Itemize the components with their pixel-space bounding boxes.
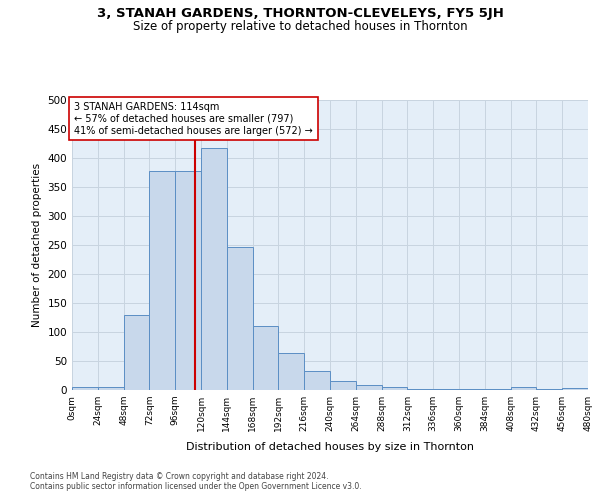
Y-axis label: Number of detached properties: Number of detached properties [32,163,42,327]
Bar [562,388,588,390]
Text: Contains public sector information licensed under the Open Government Licence v3: Contains public sector information licen… [30,482,362,491]
Bar [330,382,356,390]
Bar [149,171,175,390]
Bar [356,386,382,390]
Text: Size of property relative to detached houses in Thornton: Size of property relative to detached ho… [133,20,467,33]
Bar [382,386,407,390]
Bar [201,148,227,390]
Text: Contains HM Land Registry data © Crown copyright and database right 2024.: Contains HM Land Registry data © Crown c… [30,472,329,481]
Text: Distribution of detached houses by size in Thornton: Distribution of detached houses by size … [186,442,474,452]
Bar [278,353,304,390]
Bar [511,387,536,390]
Bar [227,248,253,390]
Bar [98,387,124,390]
Bar [72,387,98,390]
Bar [124,314,149,390]
Text: 3, STANAH GARDENS, THORNTON-CLEVELEYS, FY5 5JH: 3, STANAH GARDENS, THORNTON-CLEVELEYS, F… [97,8,503,20]
Bar [253,326,278,390]
Bar [175,171,201,390]
Bar [304,372,330,390]
Text: 3 STANAH GARDENS: 114sqm
← 57% of detached houses are smaller (797)
41% of semi-: 3 STANAH GARDENS: 114sqm ← 57% of detach… [74,102,313,136]
